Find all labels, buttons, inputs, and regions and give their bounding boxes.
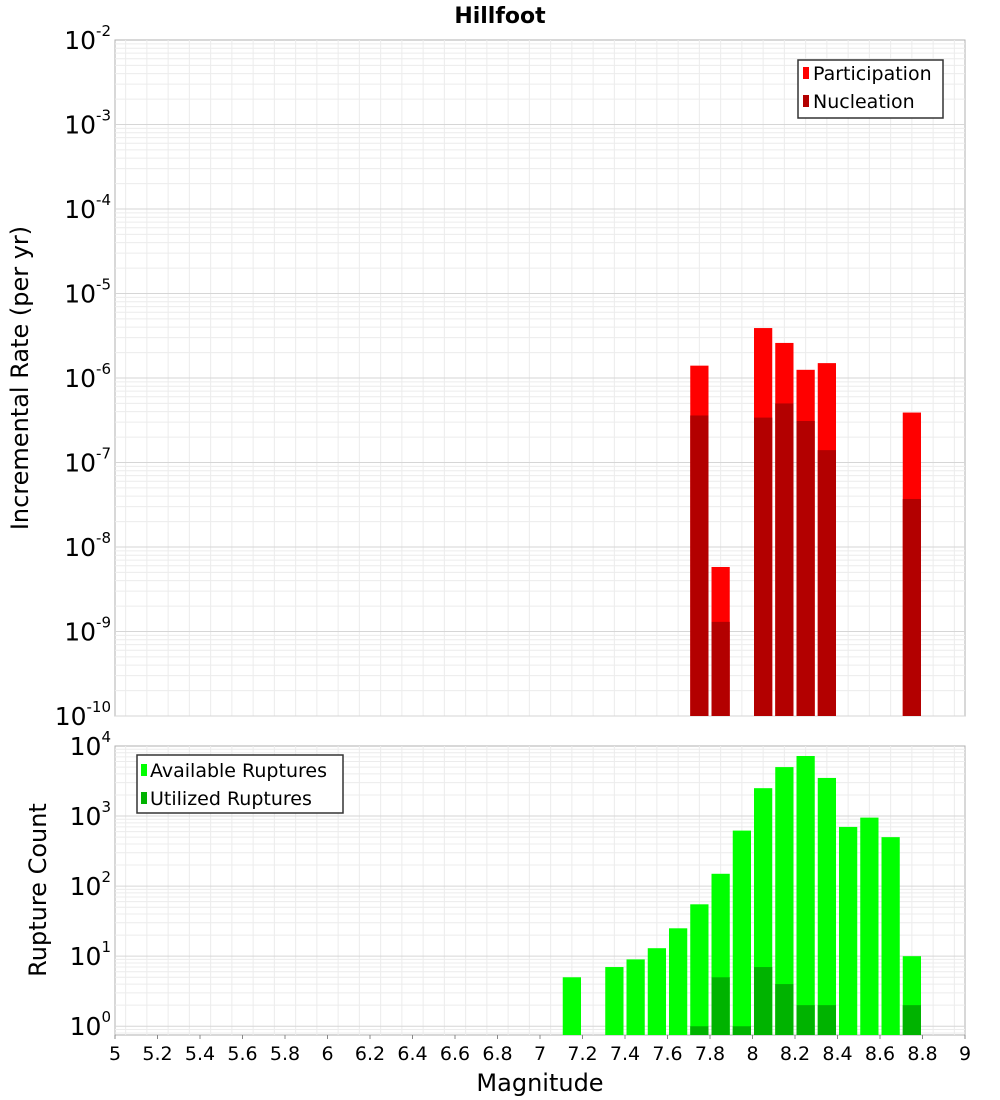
x-axis-label: Magnitude — [476, 1069, 603, 1097]
top-legend: Participation Nucleation — [797, 59, 944, 119]
bottom-bar-utilized-ruptures — [775, 984, 794, 1035]
legend-swatch-utilized — [141, 792, 147, 804]
top-bar-nucleation — [754, 417, 773, 716]
x-tick-label: 8.8 — [907, 1043, 937, 1065]
legend-label-nucleation: Nucleation — [813, 91, 915, 113]
x-tick-label: 6 — [321, 1043, 333, 1065]
x-tick-label: 8.2 — [780, 1043, 810, 1065]
bottom-bar-utilized-ruptures — [690, 1026, 709, 1035]
bottom-bar-available-ruptures — [775, 767, 794, 1035]
top-y-tick-label: 10-2 — [64, 22, 111, 55]
x-tick-label: 5.6 — [227, 1043, 257, 1065]
top-y-ticks: 10-2 10-3 10-4 10-5 10-6 10-7 10-8 10-9 10-10 — [55, 22, 111, 731]
legend-label-utilized: Utilized Ruptures — [150, 788, 312, 810]
bottom-bar-available-ruptures — [690, 904, 709, 1035]
x-tick-label: 7.8 — [695, 1043, 725, 1065]
legend-swatch-nucleation — [803, 95, 809, 107]
x-tick-label: 5.8 — [270, 1043, 300, 1065]
bottom-bar-utilized-ruptures — [754, 967, 773, 1035]
top-bar-nucleation — [817, 450, 836, 716]
top-y-tick-label: 10-8 — [64, 529, 111, 562]
bottom-y-tick-label: 104 — [70, 728, 111, 761]
x-tick-label: 5.4 — [185, 1043, 215, 1065]
bottom-y-tick-label: 100 — [70, 1008, 111, 1041]
bottom-bar-available-ruptures — [626, 959, 645, 1035]
top-legend-box — [797, 59, 944, 119]
top-y-axis-label: Incremental Rate (per yr) — [6, 226, 34, 530]
bottom-y-tick-label: 103 — [70, 798, 111, 831]
top-bar-nucleation — [796, 420, 815, 716]
top-bar-nucleation — [711, 621, 730, 716]
legend-label-available: Available Ruptures — [150, 760, 327, 782]
x-tick-label: 7.6 — [652, 1043, 682, 1065]
bottom-bar-available-ruptures — [839, 826, 858, 1035]
bottom-bar-available-ruptures — [647, 948, 666, 1035]
legend-swatch-available — [141, 764, 147, 776]
top-bar-nucleation — [775, 403, 794, 716]
top-y-tick-label: 10-6 — [64, 360, 111, 393]
bottom-bar-available-ruptures — [732, 830, 751, 1035]
legend-swatch-participation — [803, 67, 809, 79]
bottom-bar-utilized-ruptures — [732, 1026, 751, 1035]
bottom-bar-utilized-ruptures — [796, 1005, 815, 1035]
x-tick-label: 7 — [534, 1043, 546, 1065]
bottom-bars — [562, 755, 921, 1035]
x-tick-label: 6.8 — [482, 1043, 512, 1065]
top-bars — [690, 328, 921, 716]
bottom-bar-utilized-ruptures — [711, 977, 730, 1035]
bottom-y-ticks: 104 103 102 101 100 — [70, 728, 111, 1041]
bottom-bar-available-ruptures — [605, 967, 624, 1035]
x-tick-label: 6.4 — [397, 1043, 427, 1065]
legend-label-participation: Participation — [813, 63, 932, 85]
x-tick-label: 5.2 — [142, 1043, 172, 1065]
bottom-plot: 104 103 102 101 100 5 5.2 5.4 5.6 5.8 6 6.2 6.4 6.6 6… — [24, 728, 971, 1097]
x-tick-label: 5 — [109, 1043, 121, 1065]
bottom-legend: Available Ruptures Utilized Ruptures — [136, 754, 344, 814]
bottom-y-axis-label: Rupture Count — [24, 803, 52, 977]
top-bar-nucleation — [690, 415, 709, 716]
x-tick-label: 8.4 — [822, 1043, 852, 1065]
bottom-legend-box — [136, 754, 344, 814]
bottom-bar-available-ruptures — [881, 837, 900, 1035]
x-tick-label: 7.2 — [567, 1043, 597, 1065]
bottom-bar-available-ruptures — [860, 817, 879, 1035]
x-tick-label: 7.4 — [610, 1043, 640, 1065]
x-tick-label: 8 — [746, 1043, 758, 1065]
bottom-bar-available-ruptures — [817, 777, 836, 1035]
bottom-y-tick-label: 101 — [70, 938, 111, 971]
top-y-tick-label: 10-7 — [64, 445, 111, 478]
top-y-tick-label: 10-10 — [55, 698, 111, 731]
bottom-y-tick-label: 102 — [70, 868, 111, 901]
x-tick-label: 6.2 — [355, 1043, 385, 1065]
top-plot: 10-2 10-3 10-4 10-5 10-6 10-7 10-8 10-9 10-10 In… — [6, 22, 966, 731]
top-y-tick-label: 10-4 — [64, 191, 111, 224]
top-bar-nucleation — [902, 498, 921, 716]
top-y-tick-label: 10-3 — [64, 107, 111, 140]
x-tick-label: 6.6 — [440, 1043, 470, 1065]
bottom-bar-available-ruptures — [669, 928, 688, 1035]
x-tick-label: 8.6 — [865, 1043, 895, 1065]
bottom-bar-available-ruptures — [796, 755, 815, 1035]
bottom-bar-utilized-ruptures — [902, 1005, 921, 1035]
top-y-tick-label: 10-5 — [64, 276, 111, 309]
bottom-x-ticks: 5 5.2 5.4 5.6 5.8 6 6.2 6.4 6.6 6.8 7 7.2 7.4 7.6 7.8 8… — [109, 1035, 971, 1065]
x-tick-label: 9 — [959, 1043, 971, 1065]
top-y-tick-label: 10-9 — [64, 614, 111, 647]
bottom-bar-available-ruptures — [562, 977, 581, 1035]
chart-title: Hillfoot — [454, 4, 546, 29]
bottom-bar-utilized-ruptures — [817, 1005, 836, 1035]
